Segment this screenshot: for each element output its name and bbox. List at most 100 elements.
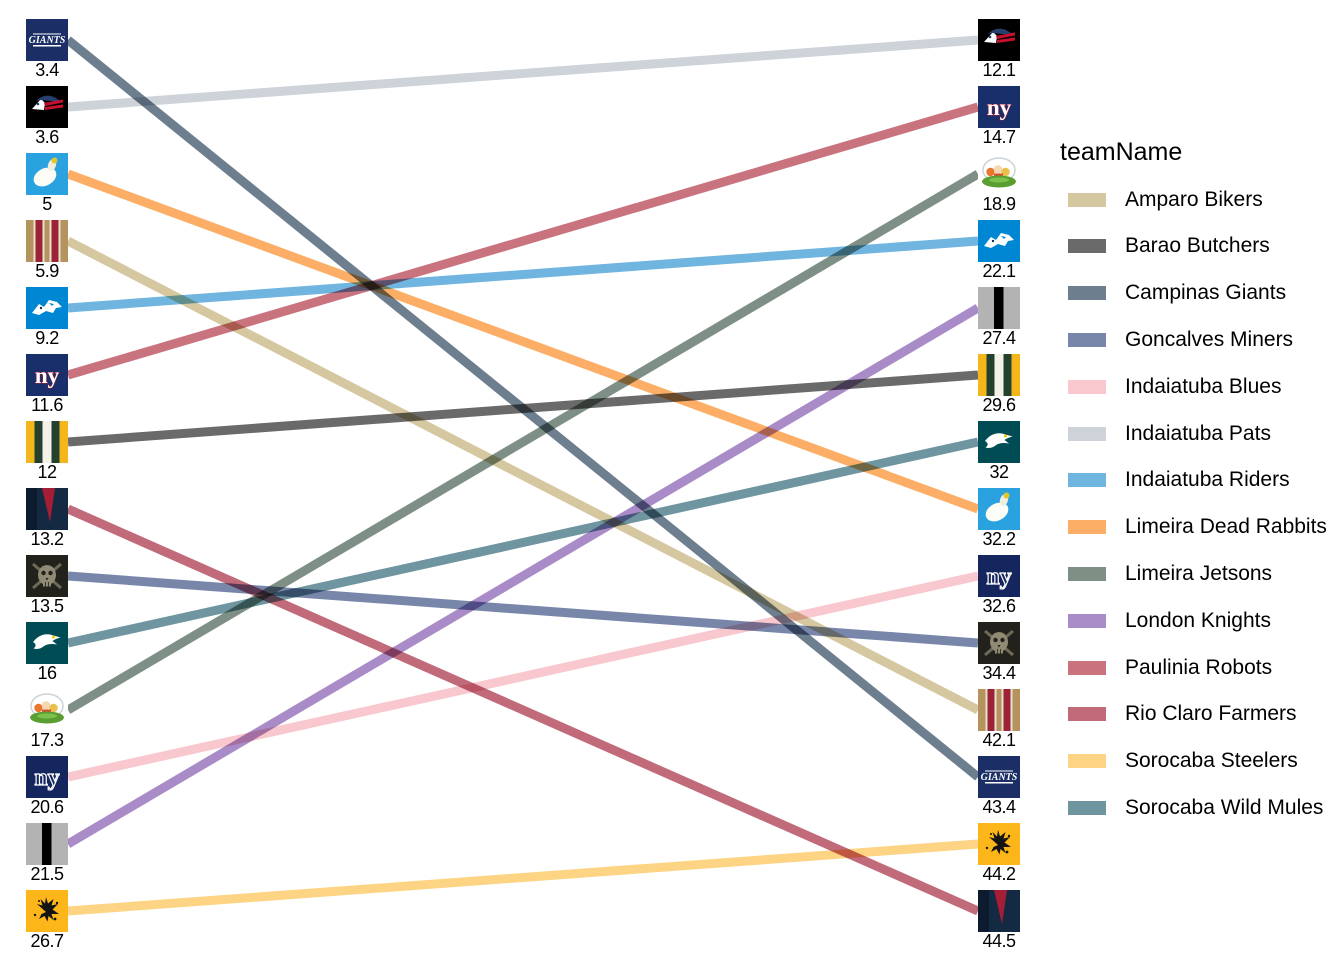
team-value-label: 13.5 [30,596,64,616]
jetsons-family-icon [26,689,68,731]
svg-text:GIANTS: GIANTS [981,772,1018,783]
team-value-label: 32.2 [982,529,1016,549]
team-node: 34.4 [978,622,1020,682]
legend-title: teamName [1060,138,1183,166]
legend-item: Goncalves Miners [1060,316,1293,363]
legend-item: Sorocaba Steelers [1060,738,1298,785]
legend-item: Amparo Bikers [1060,176,1263,223]
gold-black-splat-icon [26,890,68,932]
team-node: 17.3 [26,689,68,749]
legend-label: Amparo Bikers [1125,187,1263,211]
team-value-label: 14.7 [982,127,1016,147]
team-node: 26.7 [26,890,68,950]
team-value-label: 12.1 [982,60,1016,80]
slope-line [67,839,979,916]
white-rabbit-icon [26,153,68,195]
slope-line [67,571,979,648]
giants-wordmark-icon: GIANTS [26,19,68,61]
team-node: 22.1 [978,220,1020,280]
team-value-label: 32 [989,462,1009,482]
team-node: GIANTS 3.4 [26,19,68,79]
legend-label: Goncalves Miners [1125,327,1294,351]
ny-outline-icon: ny [978,555,1020,597]
legend-label: Rio Claro Farmers [1125,702,1297,726]
team-node: 5.9 [26,220,68,280]
miner-skull-icon [26,555,68,597]
team-value-label: 5.9 [35,261,59,281]
patriot-head-icon [26,86,68,128]
slope-line [67,571,979,782]
svg-text:ny: ny [34,765,59,791]
tan-red-stripes-icon [978,689,1020,731]
team-value-label: 16 [37,663,57,683]
legend-swatch [1068,707,1106,722]
slope-line [65,170,981,714]
team-node: 32 [978,421,1020,481]
team-node: 5 [26,153,68,213]
team-value-label: 29.6 [982,395,1016,415]
slope-line [66,169,980,514]
legend-label: London Knights [1125,608,1271,632]
legend-item: Paulinia Robots [1060,644,1272,691]
team-node: ny 32.6 [978,555,1020,615]
team-value-label: 9.2 [35,328,59,348]
legend-label: Indaiatuba Blues [1125,374,1282,398]
team-value-label: 44.2 [982,864,1016,884]
team-node: 12.1 [978,19,1020,79]
svg-text:ny: ny [986,564,1011,590]
legend-swatch [1068,379,1106,394]
team-value-label: 27.4 [982,328,1016,348]
team-node: ny 14.7 [978,86,1020,146]
legend-swatch [1068,520,1106,535]
team-node: ny 11.6 [26,354,68,414]
team-node: 29.6 [978,354,1020,414]
team-value-label: 42.1 [982,730,1016,750]
gold-black-splat-icon [978,823,1020,865]
team-value-label: 12 [37,462,57,482]
slope-line [66,102,980,380]
legend-item: Indaiatuba Pats [1060,410,1271,457]
team-value-label: 21.5 [30,864,64,884]
legend-swatch [1068,426,1106,441]
legend-label: Sorocaba Wild Mules [1125,795,1324,819]
slope-line [67,236,979,313]
team-value-label: 32.6 [982,596,1016,616]
team-value-label: 11.6 [31,395,63,415]
team-value-label: 18.9 [982,194,1016,214]
legend-swatch [1068,239,1106,254]
slope-line [67,437,979,648]
legend-label: Limeira Dead Rabbits [1125,515,1327,539]
legend-label: Indaiatuba Riders [1125,468,1290,492]
white-rabbit-icon [978,488,1020,530]
team-value-label: 43.4 [982,797,1016,817]
legend-item: Indaiatuba Riders [1060,457,1290,504]
legend-label: Campinas Giants [1125,281,1287,305]
legend-label: Indaiatuba Pats [1125,421,1271,445]
miner-skull-icon [978,622,1020,664]
svg-text:GIANTS: GIANTS [29,35,66,46]
team-node: 21.5 [26,823,68,883]
team-node: 44.5 [978,890,1020,950]
team-node: 44.2 [978,823,1020,883]
slope-line [67,35,979,112]
team-node: 32.2 [978,488,1020,548]
legend-item: Campinas Giants [1060,270,1286,317]
teal-eagle-icon [978,421,1020,463]
team-node: 18.9 [978,153,1020,213]
team-value-label: 13.2 [30,529,64,549]
teal-eagle-icon [26,622,68,664]
slope-line [66,504,980,916]
team-value-label: 17.3 [30,730,64,750]
patriot-head-icon [978,19,1020,61]
ny-solid-icon: ny [26,354,68,396]
giants-wordmark-icon: GIANTS [978,756,1020,798]
legend-label: Limeira Jetsons [1125,561,1273,585]
team-node: GIANTS 43.4 [978,756,1020,816]
jetsons-family-icon [978,153,1020,195]
legend-item: Rio Claro Farmers [1060,691,1297,738]
legend-label: Barao Butchers [1125,234,1270,258]
legend-swatch [1068,613,1106,628]
slope-line [65,36,981,781]
team-value-label: 22.1 [982,261,1016,281]
